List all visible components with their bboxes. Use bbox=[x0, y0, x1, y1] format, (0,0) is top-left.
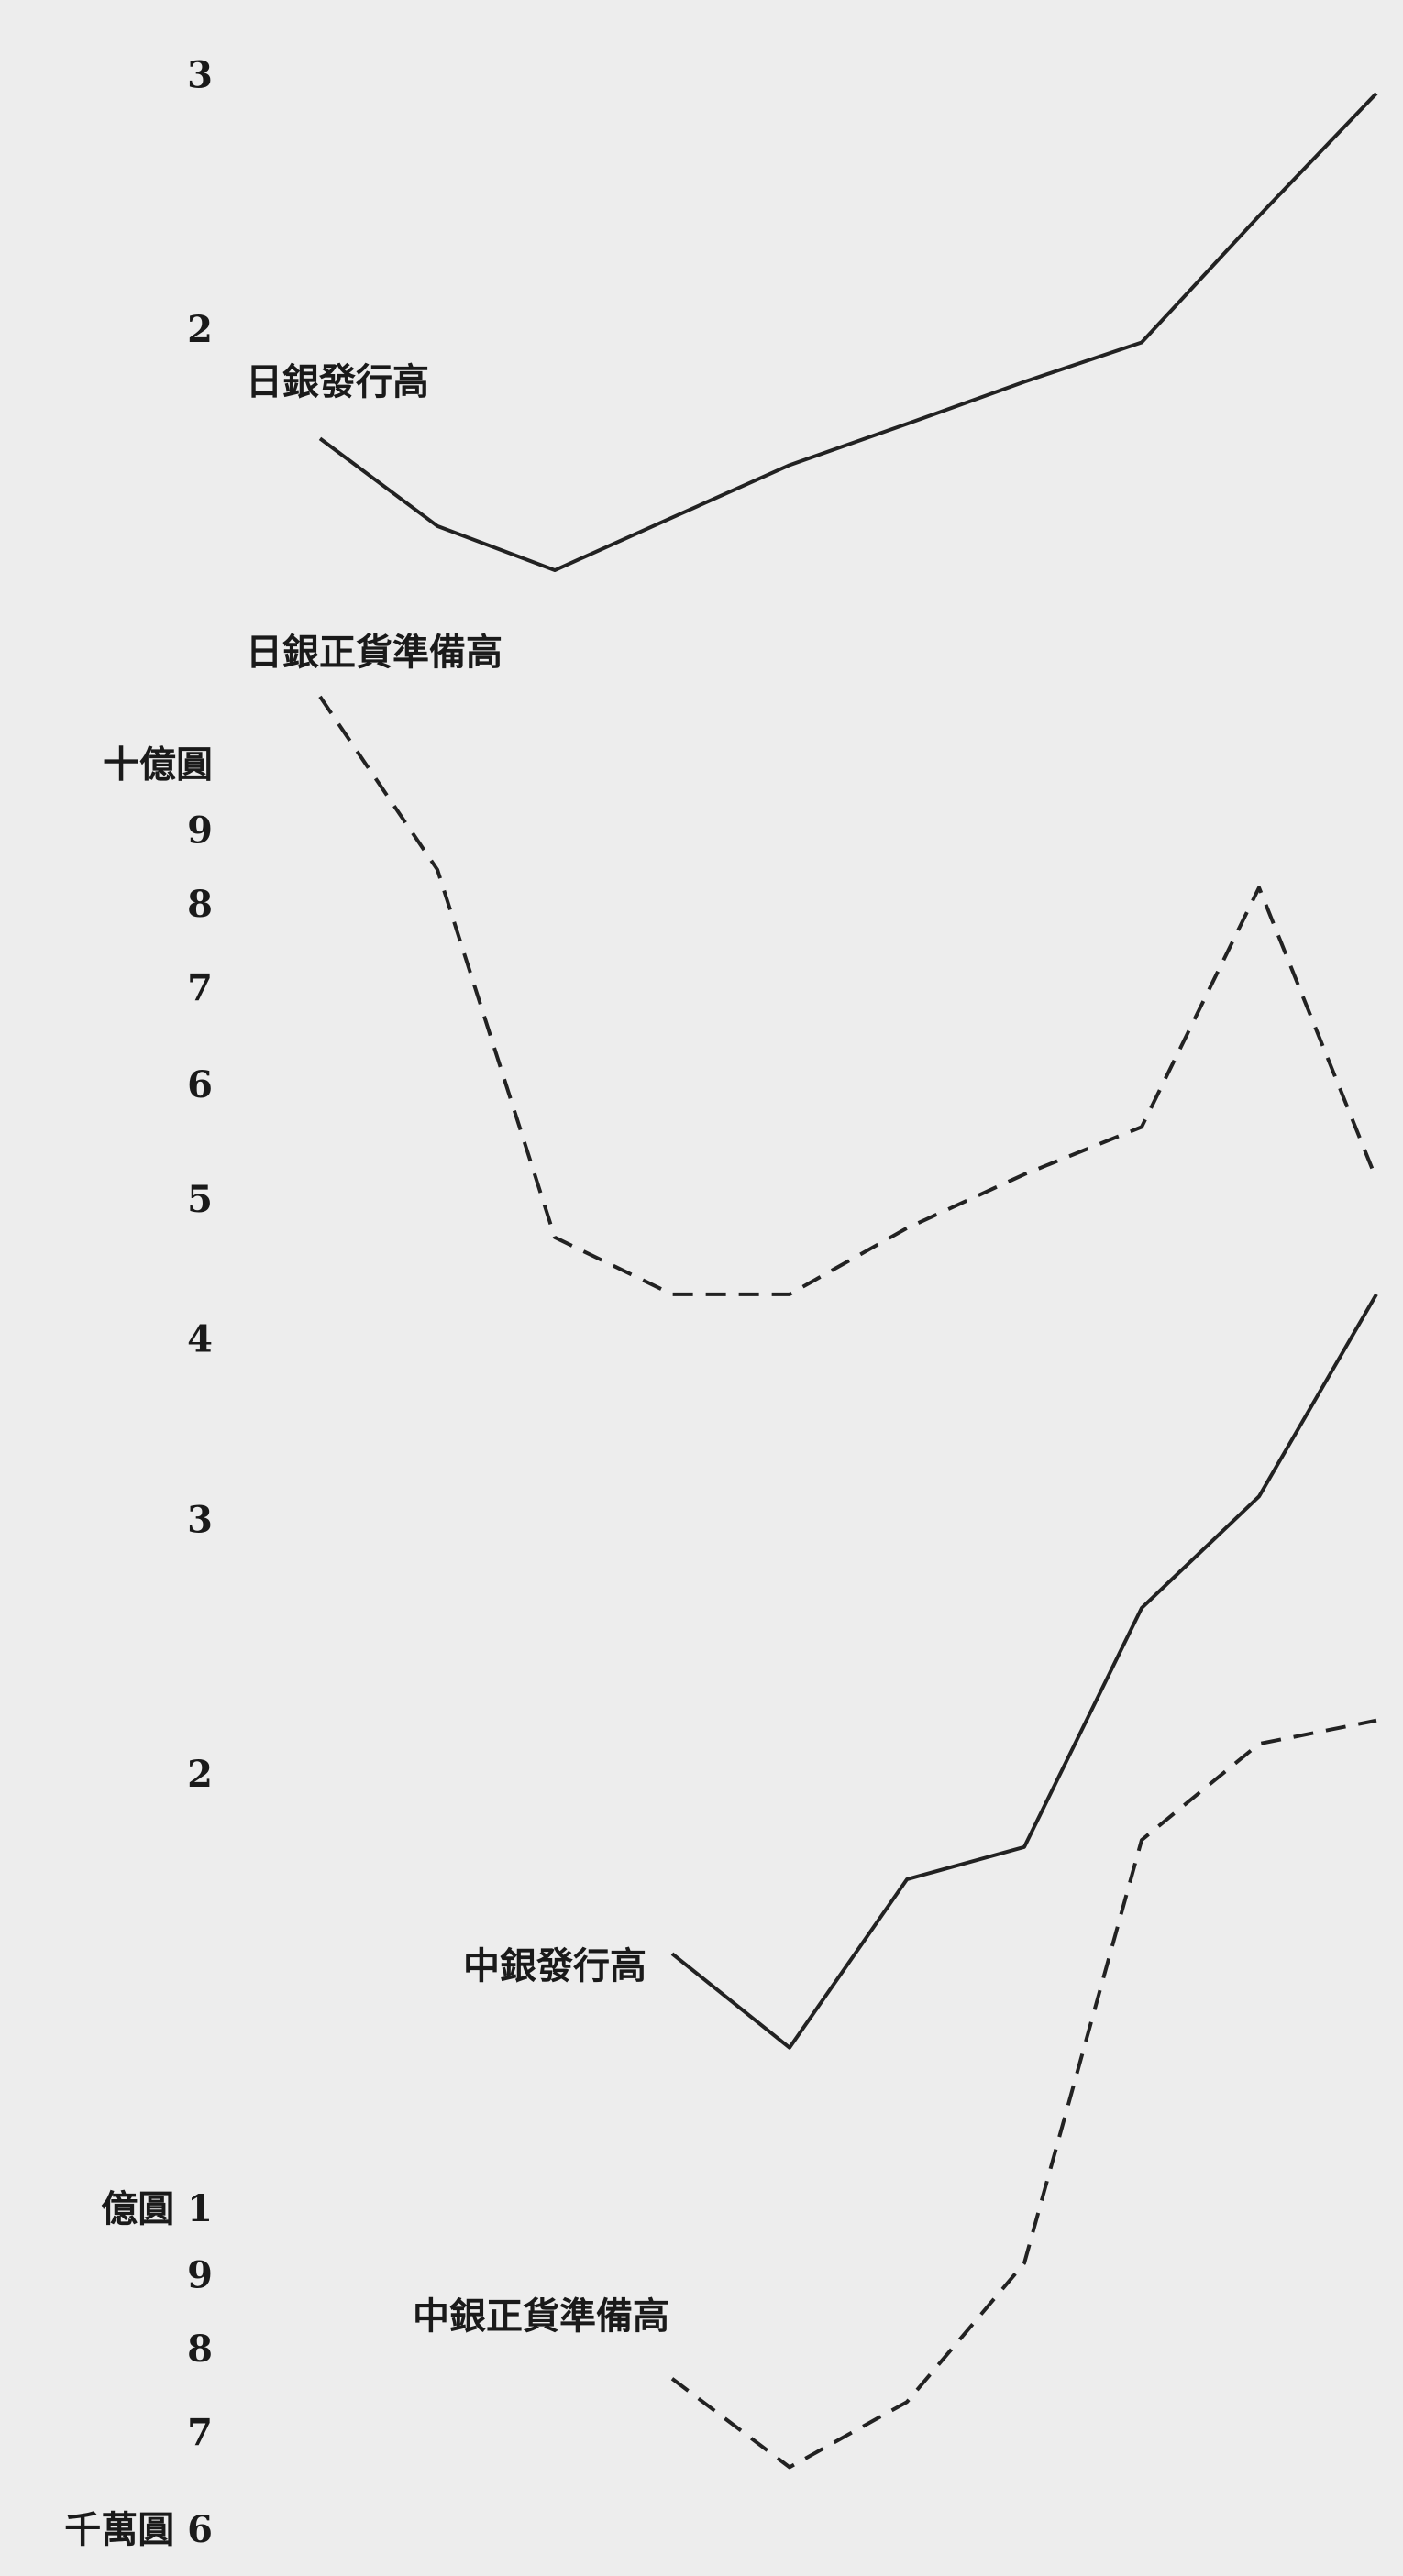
y-tick-label: 8 bbox=[187, 883, 213, 926]
y-tick-label: 3 bbox=[187, 54, 213, 97]
y-tick-label: 9 bbox=[187, 809, 213, 853]
series-line bbox=[318, 92, 1378, 573]
series-line bbox=[318, 695, 1378, 1296]
y-tick-label: 2 bbox=[187, 308, 213, 351]
y-tick-label: 6 bbox=[187, 1063, 213, 1106]
series-label: 日銀發行高 bbox=[246, 360, 429, 403]
y-tick-label: 十億圓 bbox=[103, 743, 213, 786]
series-label: 日銀正貨準備高 bbox=[246, 631, 503, 674]
y-tick-label: 2 bbox=[187, 1753, 213, 1796]
y-tick-label: 8 bbox=[187, 2328, 213, 2371]
series-label: 中銀發行高 bbox=[463, 1944, 646, 1987]
series-label: 中銀正貨準備高 bbox=[413, 2295, 669, 2338]
y-tick-label: 7 bbox=[187, 967, 213, 1010]
y-tick-label: 千萬圓 6 bbox=[64, 2508, 213, 2551]
y-tick-label: 3 bbox=[187, 1498, 213, 1541]
y-tick-label: 7 bbox=[187, 2411, 213, 2454]
y-tick-label: 5 bbox=[187, 1178, 213, 1221]
y-tick-label: 億圓 1 bbox=[101, 2187, 213, 2230]
y-tick-label: 4 bbox=[187, 1318, 213, 1361]
y-tick-label: 9 bbox=[187, 2253, 213, 2296]
series-line bbox=[670, 1293, 1378, 2050]
series-line bbox=[670, 1718, 1377, 2470]
